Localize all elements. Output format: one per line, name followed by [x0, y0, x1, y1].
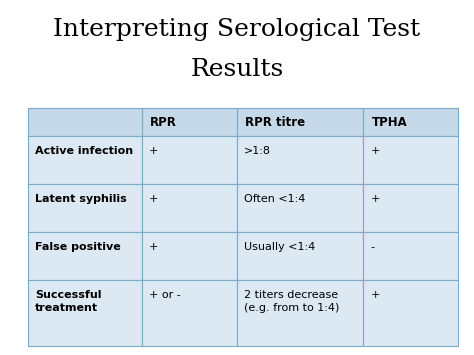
Text: TPHA: TPHA: [372, 115, 407, 129]
Text: treatment: treatment: [35, 303, 98, 313]
Bar: [364, 136, 458, 184]
Bar: [142, 136, 237, 184]
Text: -: -: [370, 242, 374, 252]
Bar: [142, 280, 237, 346]
Bar: [237, 232, 364, 280]
Text: +: +: [370, 194, 380, 204]
Text: Usually <1:4: Usually <1:4: [244, 242, 315, 252]
Bar: [28, 108, 142, 136]
Text: +: +: [149, 242, 158, 252]
Bar: [237, 280, 364, 346]
Text: +: +: [149, 146, 158, 156]
Text: RPR titre: RPR titre: [245, 115, 305, 129]
Text: Active infection: Active infection: [35, 146, 133, 156]
Bar: [237, 184, 364, 232]
Bar: [142, 184, 237, 232]
Bar: [237, 108, 364, 136]
Bar: [364, 184, 458, 232]
Bar: [28, 136, 142, 184]
Bar: [28, 232, 142, 280]
Text: + or -: + or -: [149, 290, 181, 300]
Text: +: +: [370, 146, 380, 156]
Bar: [28, 184, 142, 232]
Text: (e.g. from to 1:4): (e.g. from to 1:4): [244, 303, 339, 313]
Bar: [28, 280, 142, 346]
Text: +: +: [370, 290, 380, 300]
Bar: [142, 232, 237, 280]
Text: Latent syphilis: Latent syphilis: [35, 194, 127, 204]
Bar: [364, 232, 458, 280]
Text: Successful: Successful: [35, 290, 101, 300]
Bar: [364, 280, 458, 346]
Text: Often <1:4: Often <1:4: [244, 194, 305, 204]
Text: Interpreting Serological Test: Interpreting Serological Test: [54, 18, 420, 41]
Text: >1:8: >1:8: [244, 146, 271, 156]
Bar: [364, 108, 458, 136]
Text: +: +: [149, 194, 158, 204]
Text: False positive: False positive: [35, 242, 121, 252]
Text: 2 titers decrease: 2 titers decrease: [244, 290, 337, 300]
Bar: [237, 136, 364, 184]
Bar: [142, 108, 237, 136]
Text: Results: Results: [191, 58, 283, 81]
Text: RPR: RPR: [150, 115, 177, 129]
